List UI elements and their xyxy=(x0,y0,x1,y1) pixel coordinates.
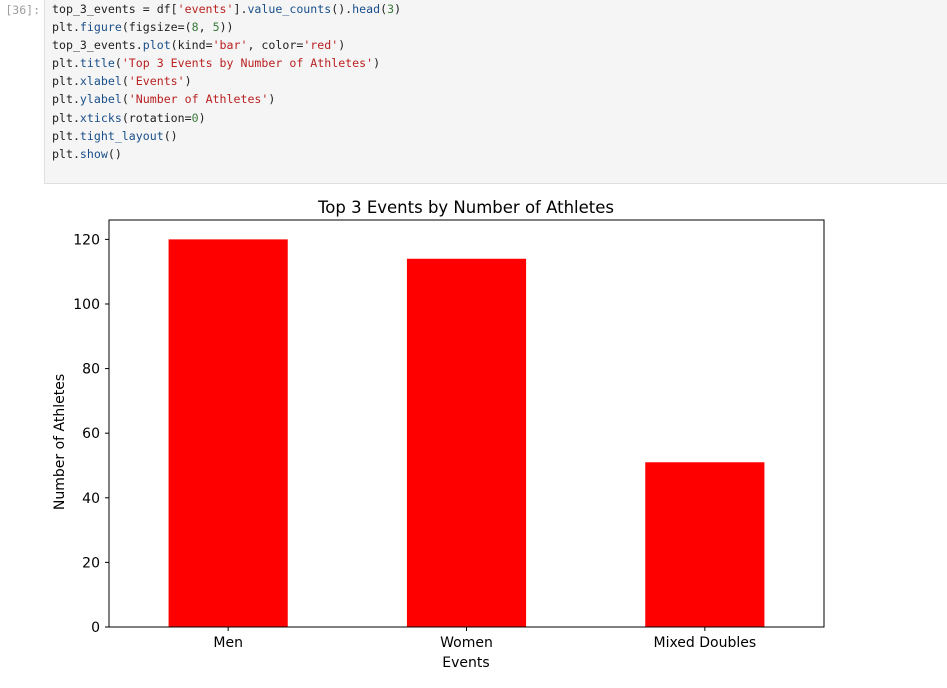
code-cell[interactable]: top_3_events = df['events'].value_counts… xyxy=(44,0,947,184)
code-line: plt.figure(figsize=(8, 5)) xyxy=(52,18,401,36)
code-token: plt. xyxy=(52,92,80,107)
code-token: 'Events' xyxy=(128,74,185,89)
code-token: 5 xyxy=(212,20,220,35)
code-token: ) xyxy=(394,2,402,16)
code-line: plt.ylabel('Number of Athletes') xyxy=(52,90,401,108)
code-token: plt. xyxy=(52,128,80,143)
code-token: 'events' xyxy=(177,2,234,16)
x-tick-label: Women xyxy=(440,635,493,651)
code-line: plt.xticks(rotation=0) xyxy=(52,109,401,127)
code-line: plt.show() xyxy=(52,145,401,163)
code-token: ( xyxy=(380,2,388,16)
code-token: 0 xyxy=(191,110,199,125)
y-axis-label: Number of Athletes xyxy=(52,374,68,510)
code-token: title xyxy=(79,56,115,71)
code-line: top_3_events = df['events'].value_counts… xyxy=(52,0,401,18)
bar-chart: Top 3 Events by Number of Athletes 0 20 40… xyxy=(52,198,825,671)
code-token: ) xyxy=(198,110,206,125)
x-axis-label: Events xyxy=(442,655,489,671)
y-axis-ticks: 0 20 40 60 80 100 120 xyxy=(73,232,109,636)
code-token: ylabel xyxy=(79,92,122,107)
code-token: 'red' xyxy=(303,38,339,53)
code-token: )) xyxy=(219,20,234,35)
code-token: () xyxy=(163,128,178,143)
code-token: ) xyxy=(373,56,381,71)
code-token: head xyxy=(352,2,381,16)
code-token: ( xyxy=(121,92,129,107)
code-token: 3 xyxy=(387,2,395,16)
code-token: xticks xyxy=(79,110,122,125)
code-token: ) xyxy=(268,92,276,107)
code-token: (rotation= xyxy=(121,110,192,125)
code-token: plt. xyxy=(52,146,80,161)
code-token: ]. xyxy=(233,2,248,16)
code-token: , color= xyxy=(247,38,304,53)
code-token: top_3_events. xyxy=(52,38,143,53)
x-tick-label: Mixed Doubles xyxy=(653,635,756,651)
code-token: tight_layout xyxy=(79,128,164,143)
code-token: plot xyxy=(142,38,171,53)
code-token: value_counts xyxy=(247,2,332,16)
code-token: figure xyxy=(79,20,122,35)
code-token: show xyxy=(79,146,108,161)
code-line: plt.tight_layout() xyxy=(52,127,401,145)
code-token: , xyxy=(198,20,213,35)
y-tick-label: 0 xyxy=(91,620,100,636)
code-token: 'Top 3 Events by Number of Athletes' xyxy=(121,56,374,71)
y-tick-label: 60 xyxy=(82,426,100,442)
y-tick-label: 100 xyxy=(73,297,100,313)
code-token: xlabel xyxy=(79,74,122,89)
code-line: plt.xlabel('Events') xyxy=(52,72,401,90)
code-editor[interactable]: top_3_events = df['events'].value_counts… xyxy=(52,0,401,163)
code-token: 8 xyxy=(191,20,199,35)
code-token: plt. xyxy=(52,110,80,125)
plot-frame xyxy=(108,219,825,628)
bar-mixed-doubles xyxy=(645,462,765,627)
code-token: plt. xyxy=(52,74,80,89)
cell-prompt: [36]: xyxy=(5,3,40,17)
code-token: (figsize=( xyxy=(121,20,192,35)
cell-output: Top 3 Events by Number of Athletes 0 20 40… xyxy=(0,185,947,684)
y-tick-label: 120 xyxy=(73,232,100,248)
y-tick-label: 20 xyxy=(82,555,100,571)
bar-men xyxy=(168,239,288,627)
y-tick-label: 40 xyxy=(82,491,100,507)
bar-women xyxy=(406,258,527,627)
code-token: (). xyxy=(331,2,353,16)
code-line: plt.title('Top 3 Events by Number of Ath… xyxy=(52,54,401,72)
code-token: ( xyxy=(121,74,129,89)
bars-group xyxy=(168,239,765,627)
code-token: 'bar' xyxy=(212,38,248,53)
code-token: () xyxy=(107,146,122,161)
chart-title: Top 3 Events by Number of Athletes xyxy=(317,198,614,217)
code-line: top_3_events.plot(kind='bar', color='red… xyxy=(52,36,401,54)
code-token: (kind= xyxy=(170,38,213,53)
code-token: top_3_events = df[ xyxy=(52,2,178,16)
x-tick-label: Men xyxy=(213,635,243,651)
code-token: ) xyxy=(338,38,346,53)
code-token: ) xyxy=(184,74,192,89)
code-token: plt. xyxy=(52,20,80,35)
x-axis-ticks: Men Women Mixed Doubles xyxy=(213,627,756,651)
code-token: plt. xyxy=(52,56,80,71)
code-token: ( xyxy=(114,56,122,71)
code-token: 'Number of Athletes' xyxy=(128,92,269,107)
y-tick-label: 80 xyxy=(82,362,100,378)
